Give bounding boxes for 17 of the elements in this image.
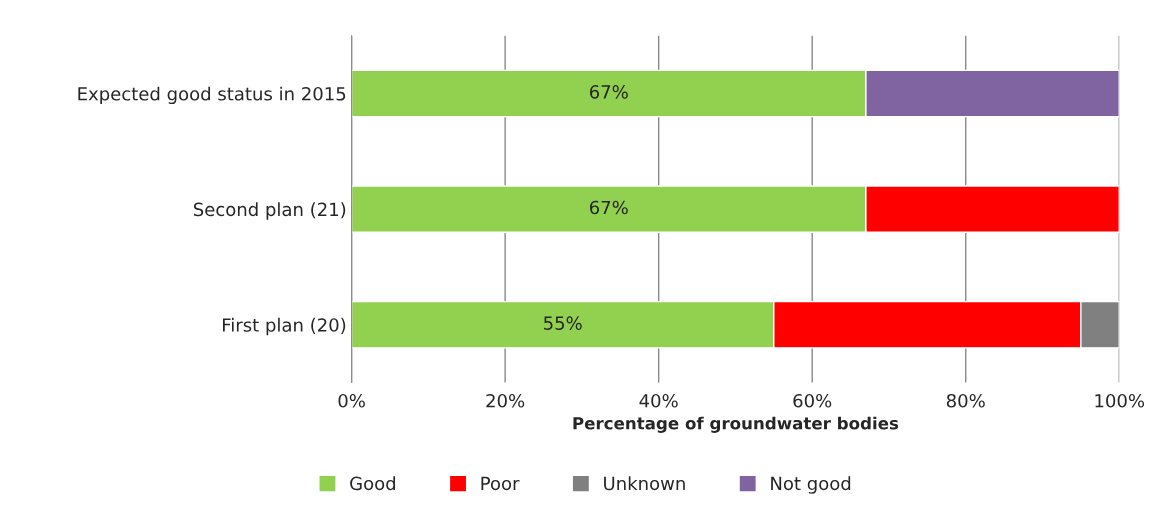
legend-label: Not good (771, 476, 851, 494)
data-label: 67% (589, 85, 628, 99)
legend-label: Poor (481, 476, 520, 491)
x-tick-label: 100% (1095, 393, 1145, 408)
y-tick-label: Expected good status in 2015 (78, 86, 346, 105)
x-tick-label: 0% (338, 393, 365, 408)
data-label: 55% (544, 316, 582, 330)
data-label: 67% (589, 200, 628, 215)
x-tick-label: 40% (639, 393, 678, 408)
y-tick-label: First plan (20) (222, 317, 346, 336)
y-tick-label: Second plan (21) (193, 202, 346, 220)
x-tick-label: 80% (946, 393, 985, 408)
legend-label: Unknown (604, 476, 685, 491)
x-tick-label: 60% (793, 393, 832, 408)
x-tick-label: 20% (486, 393, 525, 408)
legend-label: Good (350, 476, 396, 491)
x-axis-title: Percentage of groundwater bodies (573, 416, 899, 433)
